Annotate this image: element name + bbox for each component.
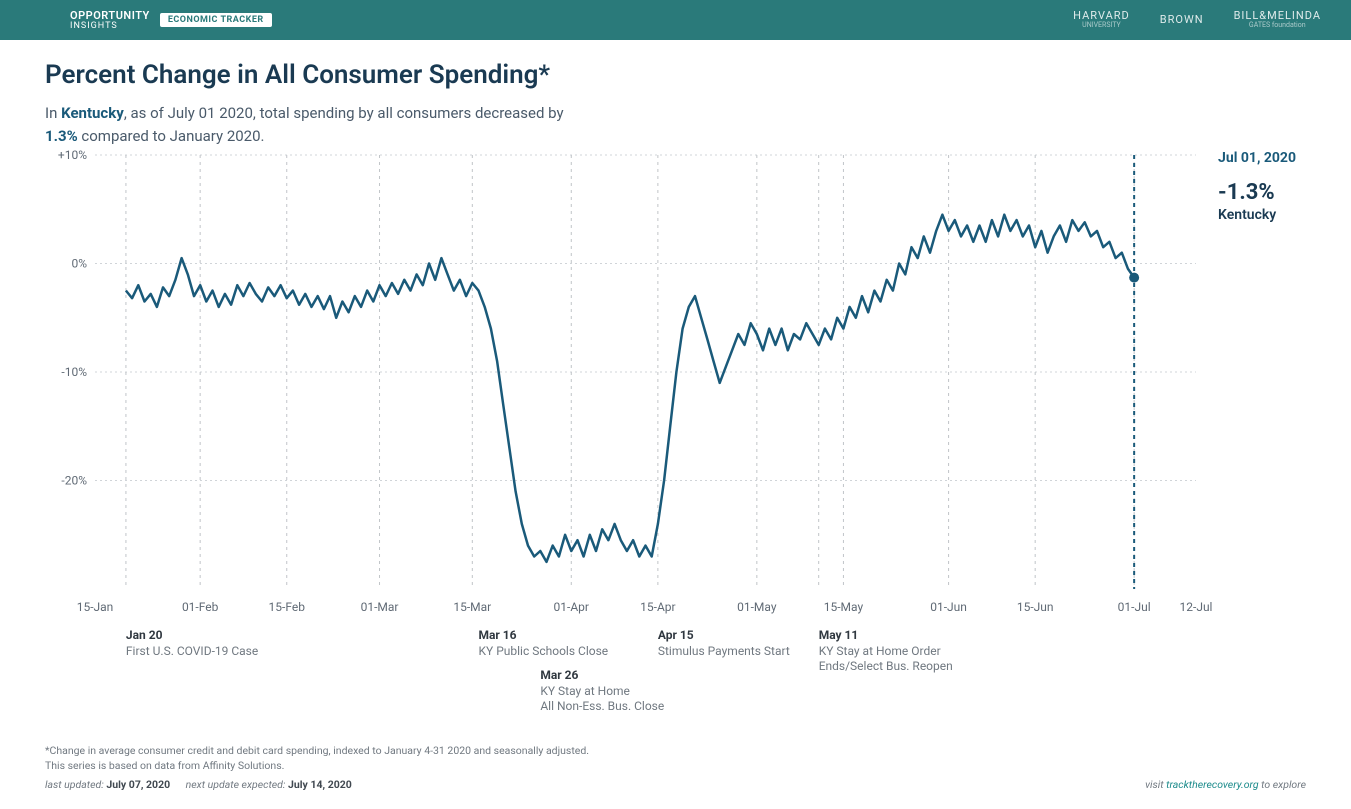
readout-series: Kentucky <box>1218 207 1296 223</box>
x-axis-label: 15-Jan <box>77 600 114 614</box>
annotation-text: Stimulus Payments Start <box>658 644 790 658</box>
header-bar: OPPORTUNITY INSIGHTS ECONOMIC TRACKER HA… <box>0 0 1351 40</box>
y-axis-label: 0% <box>71 257 87 271</box>
partner-logo: BROWN <box>1160 14 1204 26</box>
subtitle-mid: , as of July 01 2020, total spending by … <box>124 104 564 122</box>
economic-tracker-badge: ECONOMIC TRACKER <box>160 13 272 27</box>
next-update-value: July 14, 2020 <box>288 778 352 791</box>
y-axis-label: +10% <box>58 148 87 162</box>
visit-link-text: visit tracktherecovery.org to explore <box>1145 778 1306 791</box>
partner-logo: HARVARDUNIVERSITY <box>1073 10 1130 30</box>
last-updated-label: last updated: <box>45 778 106 791</box>
partner-logo: BILL&MELINDAGATES foundation <box>1234 10 1321 30</box>
logo-text-top: OPPORTUNITY <box>70 10 150 21</box>
x-axis-label: 01-Apr <box>554 600 589 614</box>
last-updated-value: July 07, 2020 <box>106 778 170 791</box>
readout-date: Jul 01, 2020 <box>1218 150 1296 166</box>
x-axis-label: 01-Jun <box>930 600 967 614</box>
subtitle-suffix: compared to January 2020. <box>78 127 265 145</box>
next-update-label: next update expected: <box>186 778 288 791</box>
chart-container: +10% 0% -10% -20% 15-Jan 01-Feb 15-Feb 01-Mar 15… <box>45 145 1306 759</box>
annotation-date: Jan 20 <box>126 628 163 642</box>
x-axis-label: 01-May <box>737 600 777 614</box>
line-chart[interactable]: +10% 0% -10% -20% 15-Jan 01-Feb 15-Feb 01-Mar 15… <box>45 145 1306 759</box>
readout-value: -1.3% <box>1218 180 1296 205</box>
x-axis-label: 01-Feb <box>182 600 219 614</box>
logo-text-bottom: INSIGHTS <box>70 21 150 31</box>
x-axis-label: 01-Mar <box>361 600 399 614</box>
subtitle-prefix: In <box>45 104 61 122</box>
header-left: OPPORTUNITY INSIGHTS ECONOMIC TRACKER <box>70 10 272 31</box>
content-area: Percent Change in All Consumer Spending*… <box>0 40 1351 147</box>
chart-title: Percent Change in All Consumer Spending* <box>45 60 1306 90</box>
visit-link[interactable]: tracktherecovery.org <box>1166 778 1258 791</box>
x-axis-label: 12-Jul <box>1180 600 1213 614</box>
cursor-readout: Jul 01, 2020 -1.3% Kentucky <box>1218 150 1296 223</box>
x-axis-label: 15-Jun <box>1017 600 1054 614</box>
subtitle-location: Kentucky <box>61 104 124 122</box>
visit-suffix: to explore <box>1259 778 1306 791</box>
data-series-line <box>126 215 1134 562</box>
x-axis-label: 01-Jul <box>1118 600 1151 614</box>
footnotes: *Change in average consumer credit and d… <box>45 744 1306 791</box>
x-axis-label: 15-May <box>824 600 864 614</box>
logo-opportunity-insights: OPPORTUNITY INSIGHTS <box>70 10 150 31</box>
annotation-date: Apr 15 <box>658 628 694 642</box>
data-endpoint-marker <box>1129 273 1139 283</box>
annotation-text: Ends/Select Bus. Reopen <box>819 659 953 673</box>
footnote-line-2: This series is based on data from Affini… <box>45 759 1306 772</box>
annotation-date: Mar 26 <box>540 668 578 682</box>
annotation-text: First U.S. COVID-19 Case <box>126 644 258 658</box>
annotation-date: May 11 <box>819 628 859 642</box>
annotation-date: Mar 16 <box>478 628 516 642</box>
annotation-text: KY Stay at Home Order <box>819 644 941 658</box>
x-axis-label: 15-Feb <box>269 600 306 614</box>
y-axis-label: -20% <box>61 474 87 488</box>
chart-subtitle: In Kentucky, as of July 01 2020, total s… <box>45 102 745 147</box>
y-axis-label: -10% <box>61 365 87 379</box>
footnote-line-1: *Change in average consumer credit and d… <box>45 744 1306 757</box>
annotation-text: KY Public Schools Close <box>478 644 608 658</box>
visit-prefix: visit <box>1145 778 1166 791</box>
annotation-text: All Non-Ess. Bus. Close <box>540 699 664 713</box>
annotation-text: KY Stay at Home <box>540 684 630 698</box>
x-axis-label: 15-Apr <box>640 600 675 614</box>
footnote-updates: last updated: July 07, 2020 next update … <box>45 778 1306 791</box>
subtitle-value: 1.3% <box>45 127 78 145</box>
x-axis-label: 15-Mar <box>453 600 491 614</box>
header-right: HARVARDUNIVERSITY BROWN BILL&MELINDAGATES … <box>1073 10 1321 30</box>
